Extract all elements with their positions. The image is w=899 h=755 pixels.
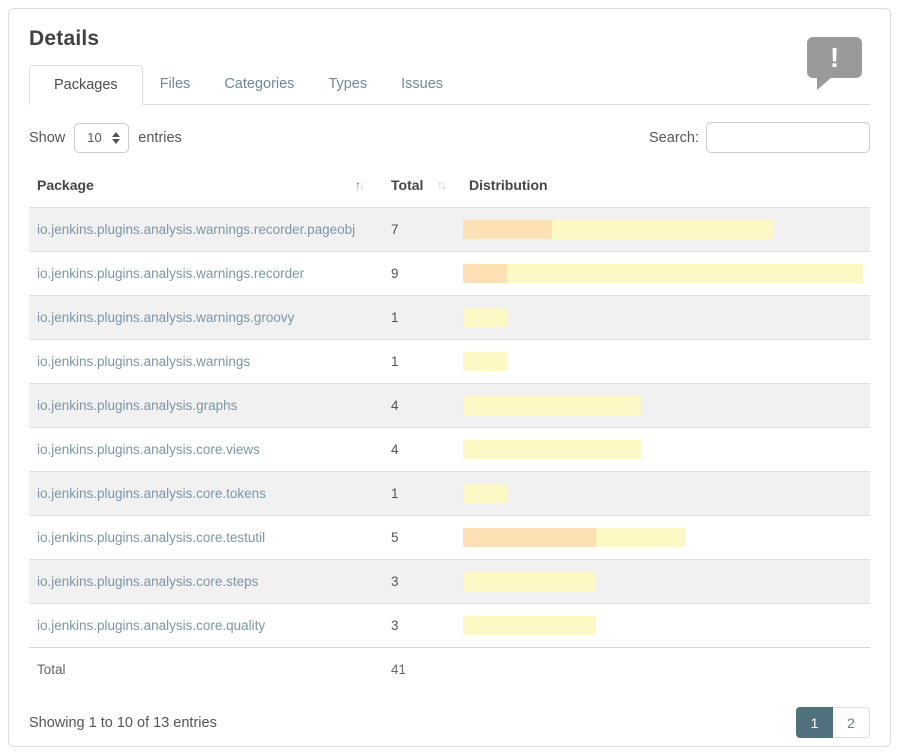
total-cell: 4 xyxy=(391,398,399,413)
page-button-1[interactable]: 1 xyxy=(796,707,833,738)
tab-issues[interactable]: Issues xyxy=(401,76,444,92)
distribution-segment-normal xyxy=(463,264,508,283)
distribution-segment-low xyxy=(463,572,597,591)
distribution-bar xyxy=(463,528,868,547)
package-link[interactable]: io.jenkins.plugins.analysis.graphs xyxy=(37,398,238,413)
page-button-2[interactable]: 2 xyxy=(833,707,870,738)
table-row: io.jenkins.plugins.analysis.core.testuti… xyxy=(29,515,870,560)
tab-types[interactable]: Types xyxy=(328,76,368,92)
total-cell: 1 xyxy=(391,310,399,325)
page-title: Details xyxy=(29,27,100,50)
table-row: io.jenkins.plugins.analysis.warnings.rec… xyxy=(29,251,870,296)
distribution-bar xyxy=(463,616,868,635)
select-stepper-icon xyxy=(112,131,121,144)
card-header: Details ! xyxy=(29,27,870,90)
column-header-total[interactable]: Total ↑↓ xyxy=(379,167,461,208)
table-row: io.jenkins.plugins.analysis.core.steps 3 xyxy=(29,559,870,604)
table-header-row: Package ↑↓ Total ↑↓ Distribution xyxy=(29,167,870,208)
package-link[interactable]: io.jenkins.plugins.analysis.core.steps xyxy=(37,574,259,589)
tab-packages[interactable]: Packages xyxy=(29,65,143,105)
total-cell: 1 xyxy=(391,486,399,501)
column-header-package[interactable]: Package ↑↓ xyxy=(29,167,379,208)
show-entries-value: 10 xyxy=(87,130,102,145)
distribution-segment-low xyxy=(551,220,775,239)
exclamation-glyph: ! xyxy=(829,41,840,73)
distribution-bar xyxy=(463,264,868,283)
distribution-bar xyxy=(463,396,868,415)
total-cell: 9 xyxy=(391,266,399,281)
table-row: io.jenkins.plugins.analysis.core.quality… xyxy=(29,603,870,648)
show-entries-select[interactable]: 10 xyxy=(74,122,130,153)
table-row: io.jenkins.plugins.analysis.warnings.rec… xyxy=(29,207,870,252)
package-link[interactable]: io.jenkins.plugins.analysis.core.quality xyxy=(37,618,266,633)
footer-total-value: 41 xyxy=(391,662,407,677)
details-card: Details ! Packages Files Categories Types Is… xyxy=(8,8,891,747)
table-row: io.jenkins.plugins.analysis.warnings 1 xyxy=(29,339,870,384)
distribution-segment-low xyxy=(463,352,508,371)
distribution-bar xyxy=(463,352,868,371)
distribution-bar xyxy=(463,572,868,591)
table-body: io.jenkins.plugins.analysis.warnings.rec… xyxy=(29,207,870,648)
table-row: io.jenkins.plugins.analysis.warnings.gro… xyxy=(29,295,870,340)
total-cell: 1 xyxy=(391,354,399,369)
table-row: io.jenkins.plugins.analysis.graphs 4 xyxy=(29,383,870,428)
packages-table: Package ↑↓ Total ↑↓ Distribution io.jenk… xyxy=(29,167,870,691)
total-cell: 7 xyxy=(391,222,399,237)
tab-categories[interactable]: Categories xyxy=(224,76,295,92)
total-cell: 3 xyxy=(391,618,399,633)
tab-files[interactable]: Files xyxy=(159,76,191,92)
distribution-segment-low xyxy=(463,396,641,415)
package-link[interactable]: io.jenkins.plugins.analysis.core.tokens xyxy=(37,486,266,501)
search-input[interactable] xyxy=(706,122,870,153)
footer-total-label: Total xyxy=(37,662,66,677)
distribution-segment-low xyxy=(507,264,863,283)
distribution-segment-low xyxy=(596,528,686,547)
package-link[interactable]: io.jenkins.plugins.analysis.warnings.rec… xyxy=(37,222,356,237)
entries-label: entries xyxy=(138,129,182,146)
total-cell: 5 xyxy=(391,530,399,545)
show-label: Show xyxy=(29,129,66,146)
table-row: io.jenkins.plugins.analysis.core.tokens 1 xyxy=(29,471,870,516)
package-link[interactable]: io.jenkins.plugins.analysis.core.views xyxy=(37,442,260,457)
speech-bubble-exclamation-icon: ! xyxy=(807,37,862,90)
package-link[interactable]: io.jenkins.plugins.analysis.core.testuti… xyxy=(37,530,266,545)
distribution-segment-low xyxy=(463,616,597,635)
distribution-bar xyxy=(463,440,868,459)
table-footer-row: Total 41 xyxy=(29,647,870,692)
search-label: Search: xyxy=(649,129,699,146)
distribution-segment-low xyxy=(463,308,508,327)
distribution-bar xyxy=(463,308,868,327)
distribution-segment-normal xyxy=(463,220,552,239)
column-header-distribution: Distribution xyxy=(469,177,548,193)
total-cell: 4 xyxy=(391,442,399,457)
tab-bar: Packages Files Categories Types Issues xyxy=(29,65,870,105)
package-link[interactable]: io.jenkins.plugins.analysis.warnings.rec… xyxy=(37,266,305,281)
distribution-bar xyxy=(463,220,868,239)
distribution-segment-normal xyxy=(463,528,597,547)
sort-icon-total: ↑↓ xyxy=(437,178,447,192)
table-row: io.jenkins.plugins.analysis.core.views 4 xyxy=(29,427,870,472)
entries-info: Showing 1 to 10 of 13 entries xyxy=(29,714,217,731)
distribution-segment-low xyxy=(463,440,641,459)
sort-icon-package: ↑↓ xyxy=(355,178,365,192)
table-controls: Show 10 entries Search: xyxy=(29,122,870,153)
distribution-segment-low xyxy=(463,484,508,503)
distribution-bar xyxy=(463,484,868,503)
total-cell: 3 xyxy=(391,574,399,589)
package-link[interactable]: io.jenkins.plugins.analysis.warnings xyxy=(37,354,251,369)
package-link[interactable]: io.jenkins.plugins.analysis.warnings.gro… xyxy=(37,310,295,325)
